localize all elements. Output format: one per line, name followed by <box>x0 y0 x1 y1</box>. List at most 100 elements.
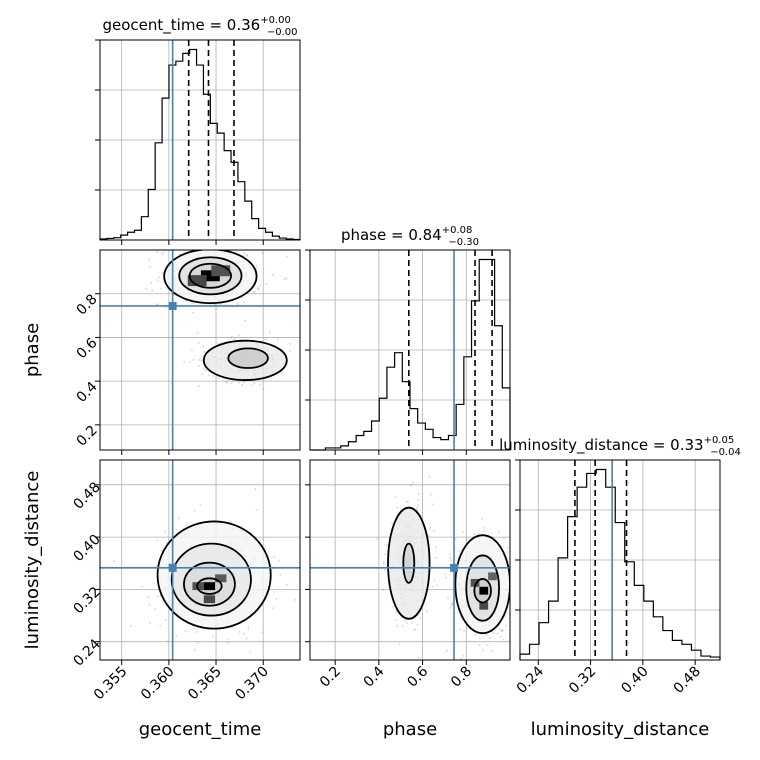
panel-luminosity_distance-vs-phase-sample-point <box>405 500 408 503</box>
panel-luminosity_distance-vs-phase-frame <box>309 459 511 661</box>
hist-luminosity_distance-xtick-label: 0.32 <box>566 664 599 697</box>
panel-luminosity_distance-vs-phase-sample-point <box>395 610 398 613</box>
phase-title-sub: −0.30 <box>448 237 479 248</box>
panel-luminosity_distance-vs-phase-contour-line <box>387 506 431 620</box>
panel-phase-vs-geocent_time-sample-point <box>196 244 198 246</box>
panel-phase-vs-geocent_time-sample-point <box>197 385 200 388</box>
panel-luminosity_distance-vs-phase-sample-point <box>482 526 485 529</box>
panel-luminosity_distance-vs-geocent_time-sample-point <box>164 530 167 533</box>
geocent_time-title-main: geocent_time = 0.36 <box>103 16 261 35</box>
panel-phase-vs-geocent_time-ytick-label: 0.4 <box>74 379 101 406</box>
panel-luminosity_distance-vs-phase-sample-point <box>416 504 419 507</box>
panel-luminosity_distance-vs-phase-sample-point <box>435 546 438 549</box>
panel-luminosity_distance-vs-geocent_time-frame <box>99 459 301 661</box>
panel-luminosity_distance-vs-geocent_time-sample-point <box>286 583 289 586</box>
hist-luminosity_distance-xtick-label: 0.40 <box>618 664 651 697</box>
panel-phase-vs-geocent_time-sample-point <box>262 267 265 270</box>
panel-luminosity_distance-vs-geocent_time-truth-marker <box>168 563 177 572</box>
panel-luminosity_distance-vs-phase-sample-point <box>460 657 463 660</box>
panel-phase-vs-geocent_time-sample-point <box>242 381 245 384</box>
panel-phase-vs-geocent_time-ytick-label: 0.8 <box>74 291 101 318</box>
panel-phase-vs-geocent_time-sample-point <box>257 288 260 291</box>
panel-luminosity_distance-vs-geocent_time-density-peak <box>192 582 204 591</box>
panel-luminosity_distance-vs-phase-sample-point <box>433 579 436 582</box>
panel-luminosity_distance-vs-phase-sample-point <box>396 506 399 509</box>
panel-phase-vs-geocent_time-sample-point <box>237 381 240 384</box>
panel-luminosity_distance-vs-geocent_time-sample-point <box>175 528 178 531</box>
panel-phase-vs-geocent_time-density-peak <box>187 275 207 287</box>
panel-luminosity_distance-vs-geocent_time-ytick-label: 0.40 <box>70 532 103 565</box>
panel-phase-vs-geocent_time-sample-point <box>202 367 205 370</box>
panel-luminosity_distance-vs-phase-sample-point <box>434 556 437 559</box>
panel-phase-vs-geocent_time-sample-point <box>196 332 199 335</box>
panel-phase-vs-geocent_time-density-peak <box>200 270 220 282</box>
panel-luminosity_distance-vs-phase-sample-point <box>419 617 422 620</box>
panel-luminosity_distance-vs-geocent_time-sample-point <box>193 509 196 512</box>
panel-phase-vs-geocent_time-sample-point <box>281 371 284 374</box>
xlabel-geocent-time: geocent_time <box>139 719 262 740</box>
panel-luminosity_distance-vs-phase-sample-point <box>385 544 388 547</box>
panel-luminosity_distance-vs-phase-sample-point <box>382 588 385 591</box>
panel-luminosity_distance-vs-phase-sample-point <box>417 492 420 495</box>
panel-luminosity_distance-vs-phase-sample-point <box>443 573 446 576</box>
panel-luminosity_distance-vs-phase-sample-point <box>501 629 504 632</box>
panel-phase-vs-geocent_time-sample-point <box>151 289 154 292</box>
panel-luminosity_distance-vs-phase-sample-point <box>407 500 410 503</box>
panel-luminosity_distance-vs-phase-contour-line <box>473 578 492 604</box>
panel-phase-vs-geocent_time-density-fill <box>228 348 268 369</box>
panel-luminosity_distance-vs-geocent_time-sample-point <box>199 503 202 506</box>
panel-luminosity_distance-vs-phase-sample-point <box>492 670 494 672</box>
hist-luminosity_distance-frame <box>519 459 721 661</box>
panel-luminosity_distance-vs-phase-density-fill <box>403 543 415 583</box>
panel-phase-vs-geocent_time-sample-point <box>200 359 203 362</box>
panel-phase-vs-geocent_time-sample-point <box>253 290 256 293</box>
panel-luminosity_distance-vs-phase-sample-point <box>477 532 480 535</box>
panel-phase-vs-geocent_time-sample-point <box>190 348 193 351</box>
panel-luminosity_distance-vs-geocent_time-density-peak <box>203 595 216 604</box>
panel-luminosity_distance-vs-phase-sample-point <box>478 643 481 646</box>
luminosity_distance-title: luminosity_distance = 0.33+0.05 −0.04 <box>499 435 741 458</box>
panel-luminosity_distance-vs-phase-sample-point <box>473 533 476 536</box>
panel-luminosity_distance-vs-geocent_time-sample-point <box>255 509 258 512</box>
panel-luminosity_distance-vs-phase-sample-point <box>513 540 515 542</box>
panel-phase-vs-geocent_time-sample-point <box>197 364 200 367</box>
panel-phase-vs-geocent_time-sample-point <box>224 380 227 383</box>
panel-phase-vs-geocent_time-sample-point <box>215 307 218 310</box>
hist-geocent_time-histogram <box>99 48 301 241</box>
panel-luminosity_distance-vs-phase-sample-point <box>485 633 488 636</box>
panel-luminosity_distance-vs-phase-truth-marker <box>450 563 459 572</box>
panel-phase-vs-geocent_time-ytick-label: 0.2 <box>74 423 101 450</box>
panel-luminosity_distance-vs-geocent_time-sample-point <box>230 520 233 523</box>
panel-luminosity_distance-vs-geocent_time-sample-point <box>193 627 196 630</box>
panel-luminosity_distance-vs-phase-sample-point <box>411 484 414 487</box>
panel-luminosity_distance-vs-geocent_time-sample-point <box>254 488 257 491</box>
panel-luminosity_distance-vs-geocent_time-sample-point <box>326 510 328 512</box>
panel-phase-vs-geocent_time-sample-point <box>192 358 195 361</box>
panel-phase-vs-geocent_time-sample-point <box>269 331 272 334</box>
panel-phase-vs-geocent_time-sample-point <box>217 377 220 380</box>
panel-phase-vs-geocent_time-sample-point <box>161 252 164 255</box>
panel-luminosity_distance-vs-geocent_time-sample-point <box>227 641 230 644</box>
hist-geocent_time-frame <box>99 39 301 241</box>
panel-luminosity_distance-vs-geocent_time-sample-point <box>275 597 278 600</box>
panel-luminosity_distance-vs-phase-sample-point <box>376 538 379 541</box>
panel-luminosity_distance-vs-geocent_time-sample-point <box>273 591 276 594</box>
panel-phase-vs-geocent_time-sample-point <box>261 251 264 254</box>
hist-geocent_time-grid <box>100 39 300 240</box>
panel-luminosity_distance-vs-geocent_time-sample-point <box>147 595 150 598</box>
panel-luminosity_distance-vs-phase-sample-point <box>417 657 420 660</box>
panel-luminosity_distance-vs-geocent_time-contour-line <box>156 520 272 630</box>
panel-luminosity_distance-vs-phase-sample-point <box>429 526 432 529</box>
panel-phase-vs-geocent_time-sample-point <box>243 251 246 254</box>
panel-luminosity_distance-vs-phase-sample-point <box>412 629 415 632</box>
panel-luminosity_distance-vs-phase-sample-point <box>398 643 401 646</box>
panel-luminosity_distance-vs-geocent_time-sample-point <box>193 649 196 652</box>
panel-phase-vs-geocent_time-sample-point <box>159 287 162 290</box>
hist-phase-grid <box>310 249 510 450</box>
panel-luminosity_distance-vs-phase-sample-point <box>451 603 454 606</box>
panel-phase-vs-geocent_time-sample-point <box>259 384 262 387</box>
panel-luminosity_distance-vs-geocent_time-xtick-label: 0.365 <box>185 664 225 704</box>
panel-luminosity_distance-vs-phase-sample-point <box>511 594 513 596</box>
panel-luminosity_distance-vs-phase-sample-point <box>457 550 460 553</box>
